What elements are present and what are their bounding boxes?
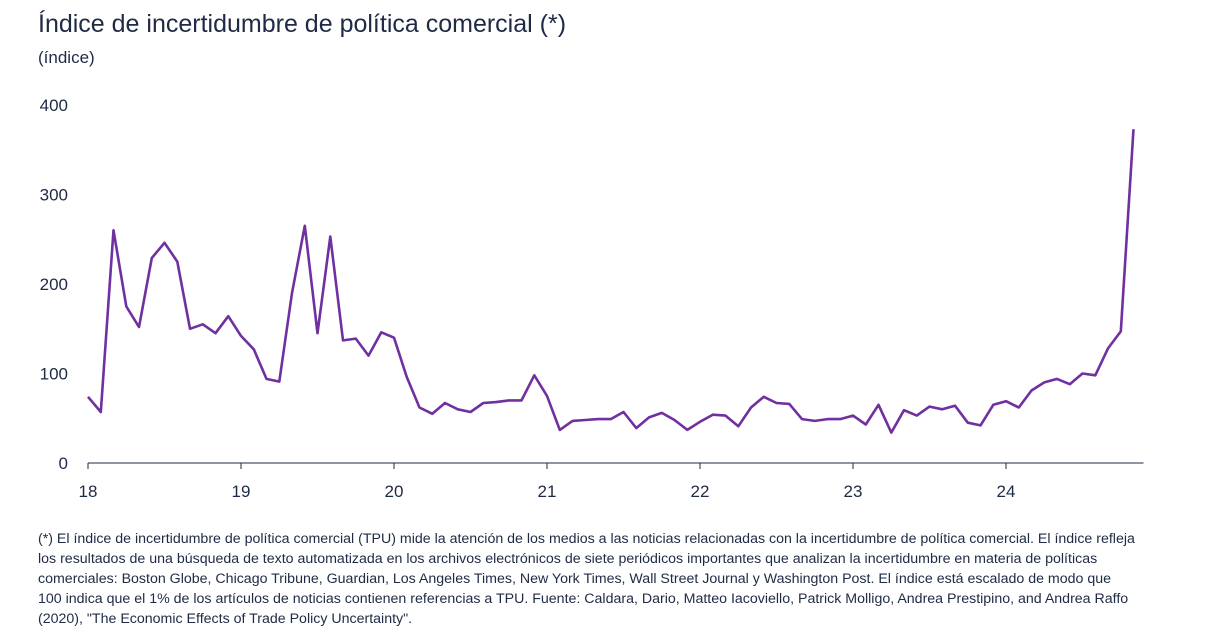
x-tick-label: 24	[997, 482, 1016, 501]
y-axis-labels: 0 100 200 300 400	[40, 96, 68, 473]
x-tick-label: 20	[385, 482, 404, 501]
series-line-tpu-index	[87, 129, 1135, 434]
x-tick-label: 18	[79, 482, 98, 501]
chart-subtitle: (índice)	[38, 48, 95, 67]
y-tick-label: 0	[59, 454, 68, 473]
x-tick-label: 23	[844, 482, 863, 501]
x-tick-label: 19	[232, 482, 251, 501]
x-axis-labels: 18 19 20 21 22 23 24	[79, 482, 1016, 501]
y-tick-label: 400	[40, 96, 68, 115]
x-tick-label: 21	[538, 482, 557, 501]
y-tick-label: 100	[40, 365, 68, 384]
x-axis-ticks	[87, 463, 1007, 469]
y-tick-label: 300	[40, 186, 68, 205]
line-chart: 0 100 200 300 400 18 19 20 21 22 23 24	[40, 96, 1144, 501]
chart-title: Índice de incertidumbre de política come…	[38, 10, 567, 38]
footnote: (*) El índice de incertidumbre de políti…	[38, 531, 1135, 627]
x-tick-label: 22	[691, 482, 710, 501]
y-tick-label: 200	[40, 275, 68, 294]
